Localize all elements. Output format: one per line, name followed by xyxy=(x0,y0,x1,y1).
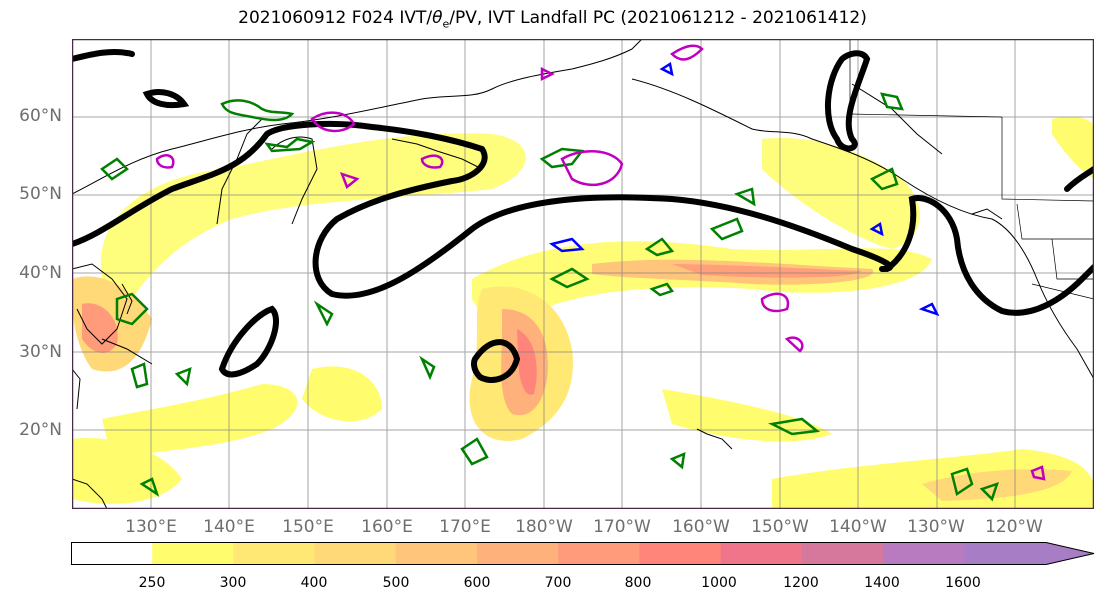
colorbar-tick-label: 400 xyxy=(300,575,328,591)
colorbar-cell xyxy=(720,542,803,565)
map-frame xyxy=(72,39,1094,509)
colorbar-cell xyxy=(395,542,478,565)
theta-e-contours xyxy=(72,48,1094,383)
lat-label-20n: 20°N xyxy=(19,420,62,440)
colorbar-tick-label: 800 xyxy=(624,575,652,591)
pv-green-contours xyxy=(100,92,999,502)
graticule xyxy=(72,39,1094,509)
colorbar-cell xyxy=(801,542,884,565)
lat-label-50n: 50°N xyxy=(19,184,62,204)
lat-label-60n: 60°N xyxy=(19,106,62,126)
lat-label-30n: 30°N xyxy=(19,342,62,362)
lon-label-130e: 130°E xyxy=(125,517,177,537)
colorbar-tick-label: 250 xyxy=(138,575,166,591)
lon-label-150e: 150°E xyxy=(282,517,334,537)
ivt-colorbar xyxy=(71,542,1095,565)
lon-label-170e: 170°E xyxy=(439,517,491,537)
pv-magenta-contours xyxy=(155,44,1046,481)
colorbar-cell xyxy=(477,542,559,565)
colorbar-tick-label: 1200 xyxy=(783,575,819,591)
lon-label-160w: 160°W xyxy=(672,517,730,537)
map-panel xyxy=(72,39,1094,509)
pv-blue-contours xyxy=(549,61,940,317)
colorbar-cell xyxy=(152,542,234,565)
colorbar-tick-label: 1600 xyxy=(945,575,981,591)
colorbar-tick-label: 700 xyxy=(544,575,572,591)
lon-label-160e: 160°E xyxy=(361,517,413,537)
colorbar-cell xyxy=(558,542,640,565)
colorbar-cell xyxy=(883,542,965,565)
colorbar-cell xyxy=(639,542,722,565)
colorbar-tick-label: 500 xyxy=(382,575,410,591)
colorbar-tick-label: 1400 xyxy=(864,575,900,591)
colorbar-cell xyxy=(314,542,397,565)
lon-label-130w: 130°W xyxy=(907,517,965,537)
colorbar-tick-label: 1000 xyxy=(701,575,737,591)
colorbar-cell xyxy=(233,542,316,565)
lon-label-170w: 170°W xyxy=(593,517,651,537)
colorbar-tick-label: 600 xyxy=(463,575,491,591)
lon-label-150w: 150°W xyxy=(751,517,809,537)
colorbar-cell xyxy=(71,542,153,565)
lon-label-120w: 120°W xyxy=(985,517,1043,537)
colorbar-cell xyxy=(964,542,1094,565)
map-title: 2021060912 F024 IVT/θe/PV, IVT Landfall … xyxy=(238,8,867,31)
colorbar-tick-label: 300 xyxy=(219,575,247,591)
lon-label-140e: 140°E xyxy=(203,517,255,537)
lat-label-40n: 40°N xyxy=(19,263,62,283)
lon-label-180w: 180°W xyxy=(515,517,573,537)
lon-label-140w: 140°W xyxy=(829,517,887,537)
